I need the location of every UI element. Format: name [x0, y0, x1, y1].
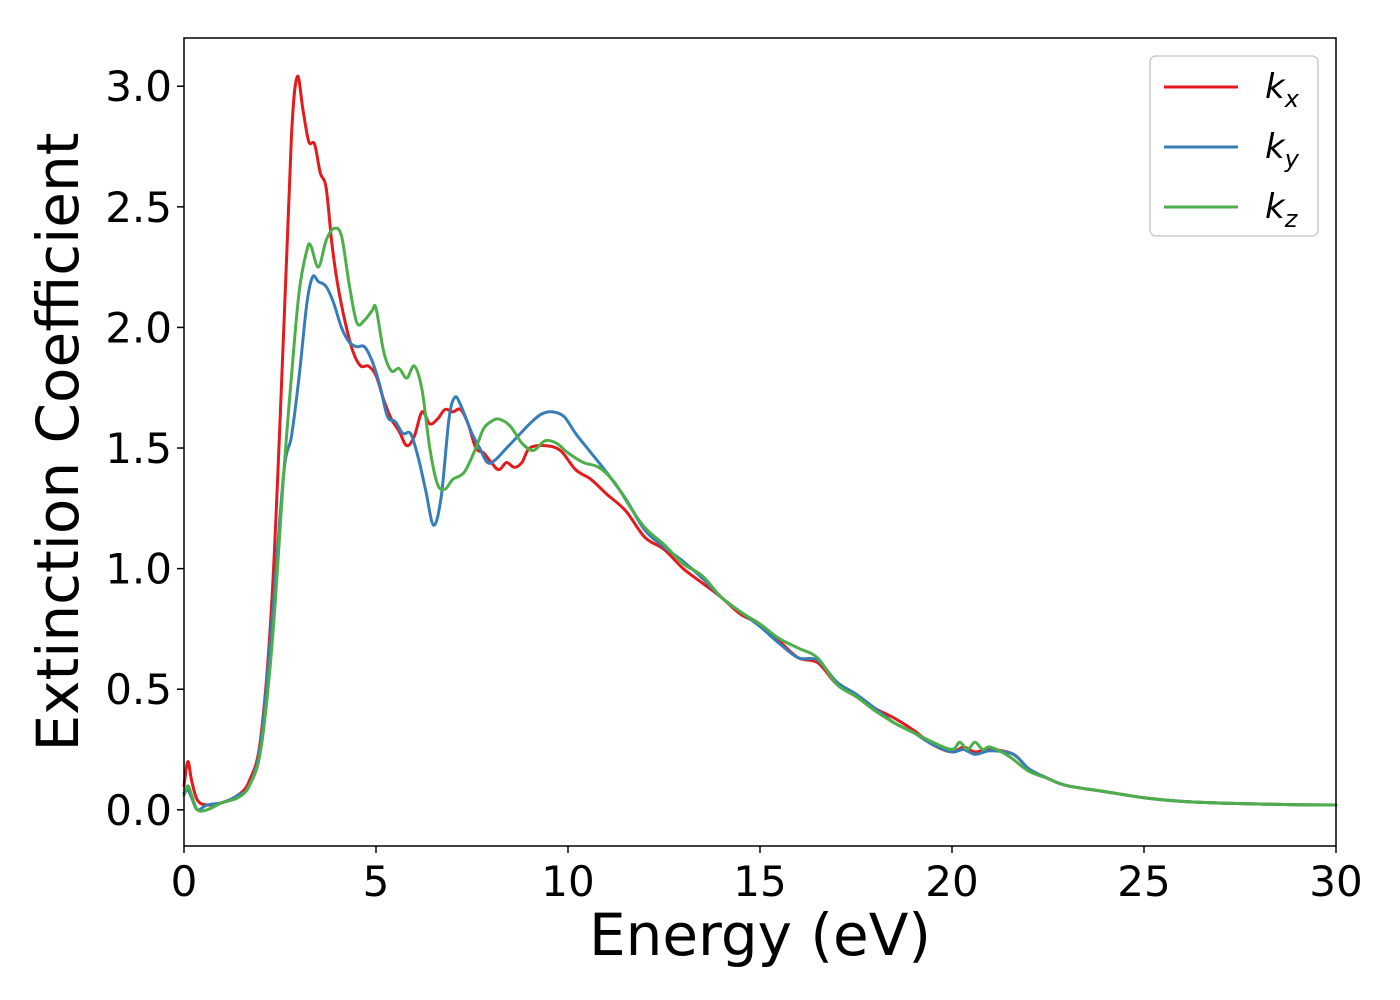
legend-label-kx: kx — [1265, 67, 1300, 113]
series-line-ky — [182, 274, 1338, 812]
x-tick-label: 5 — [363, 857, 390, 906]
legend-label-ky: ky — [1265, 127, 1300, 173]
x-tick-label: 15 — [733, 857, 786, 906]
legend: kx ky kz — [1149, 55, 1319, 237]
x-tick-label: 25 — [1117, 857, 1170, 906]
legend-label-kz: kz — [1265, 187, 1299, 233]
series-layer — [182, 74, 1338, 813]
y-tick-label: 0.0 — [105, 786, 172, 835]
y-tick-label: 1.5 — [105, 424, 172, 473]
y-axis: 0.0 0.5 1.0 1.5 2.0 2.5 3.0 — [105, 62, 184, 835]
y-axis-title: Extinction Coefficient — [24, 133, 92, 752]
y-tick-label: 2.5 — [105, 183, 172, 232]
x-tick-label: 30 — [1309, 857, 1362, 906]
series-line-kz — [182, 226, 1338, 813]
y-tick-label: 3.0 — [105, 62, 172, 111]
x-axis: 0 5 10 15 20 25 30 — [171, 846, 1363, 906]
y-tick-label: 0.5 — [105, 665, 172, 714]
x-axis-title: Energy (eV) — [589, 901, 931, 969]
y-tick-label: 1.0 — [105, 545, 172, 594]
x-tick-label: 20 — [925, 857, 978, 906]
y-tick-label: 2.0 — [105, 303, 172, 352]
x-tick-label: 0 — [171, 857, 198, 906]
x-tick-label: 10 — [541, 857, 594, 906]
